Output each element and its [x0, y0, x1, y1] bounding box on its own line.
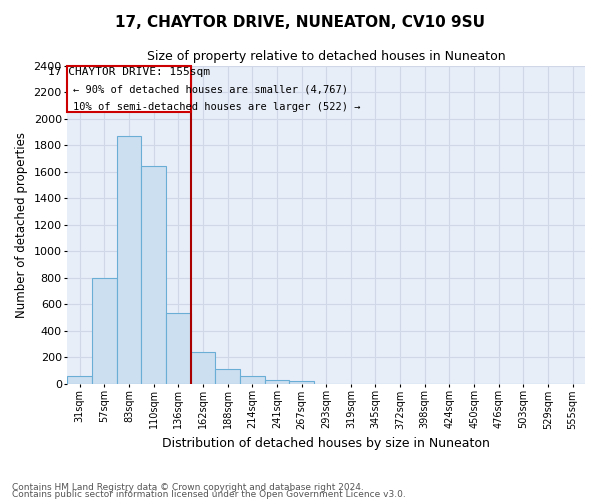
Bar [92, 278, 116, 384]
Bar [265, 380, 289, 384]
Bar [191, 352, 215, 384]
Text: Contains HM Land Registry data © Crown copyright and database right 2024.: Contains HM Land Registry data © Crown c… [12, 484, 364, 492]
Bar [166, 314, 191, 384]
Bar [67, 66, 191, 112]
Text: Contains public sector information licensed under the Open Government Licence v3: Contains public sector information licen… [12, 490, 406, 499]
Bar [67, 376, 92, 384]
Bar [289, 381, 314, 384]
Bar [116, 136, 142, 384]
Text: 17, CHAYTOR DRIVE, NUNEATON, CV10 9SU: 17, CHAYTOR DRIVE, NUNEATON, CV10 9SU [115, 15, 485, 30]
Text: 10% of semi-detached houses are larger (522) →: 10% of semi-detached houses are larger (… [73, 102, 360, 112]
Bar [215, 369, 240, 384]
Text: 17 CHAYTOR DRIVE: 155sqm: 17 CHAYTOR DRIVE: 155sqm [48, 67, 210, 77]
Text: ← 90% of detached houses are smaller (4,767): ← 90% of detached houses are smaller (4,… [73, 84, 347, 94]
Bar [240, 376, 265, 384]
Y-axis label: Number of detached properties: Number of detached properties [15, 132, 28, 318]
X-axis label: Distribution of detached houses by size in Nuneaton: Distribution of detached houses by size … [162, 437, 490, 450]
Title: Size of property relative to detached houses in Nuneaton: Size of property relative to detached ho… [147, 50, 505, 63]
Bar [142, 166, 166, 384]
